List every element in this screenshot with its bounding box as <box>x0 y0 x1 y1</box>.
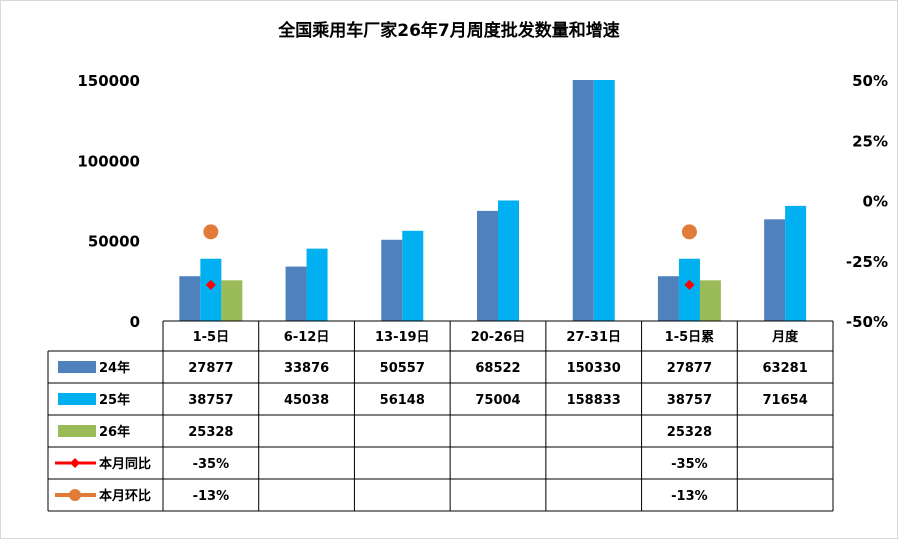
data-label: 25328 <box>188 425 233 440</box>
category-label: 1-5日 <box>193 330 230 345</box>
category-label: 13-19日 <box>375 330 430 345</box>
data-label: 27877 <box>188 361 233 376</box>
bar-25年 <box>402 230 424 321</box>
category-label: 1-5日累 <box>665 329 715 345</box>
data-label: 50557 <box>380 361 425 376</box>
bar-24年 <box>477 210 498 321</box>
data-label: 38757 <box>667 393 712 408</box>
legend-label: 本月同比 <box>99 456 151 472</box>
data-label: 71654 <box>763 393 808 408</box>
data-label: 68522 <box>475 361 520 376</box>
y-right-tick-label: 0% <box>863 193 888 211</box>
category-label: 27-31日 <box>566 330 621 345</box>
y-right-tick-label: 50% <box>852 72 888 90</box>
category-label: 月度 <box>771 329 799 345</box>
bar-25年 <box>593 80 615 321</box>
chart-title: 全国乘用车厂家26年7月周度批发数量和增速 <box>278 21 620 41</box>
data-label: -13% <box>193 489 230 504</box>
data-label: 75004 <box>475 393 520 408</box>
y-right-tick-label: -25% <box>846 253 888 271</box>
data-label: 25328 <box>667 425 712 440</box>
data-label: 27877 <box>667 361 712 376</box>
legend-key-25年 <box>58 393 96 405</box>
y-right-tick-label: -50% <box>846 313 888 331</box>
legend-key-24年 <box>58 361 96 373</box>
bar-24年 <box>179 276 201 321</box>
data-label: 158833 <box>567 393 621 408</box>
plot-area: 0 50000 100000 150000 -50% -25% 0% 25% 50% <box>77 72 888 331</box>
data-label: 45038 <box>284 393 329 408</box>
data-table: 1-5日 6-12日 13-19日 20-26日 27-31日 1-5日累 月度 24年 278… <box>47 321 834 512</box>
bar-24年 <box>764 219 786 321</box>
bar-25年 <box>200 258 222 321</box>
y-left-tick-label: 0 <box>130 313 140 331</box>
legend-label: 本月环比 <box>99 488 151 504</box>
marker-diamond <box>684 279 695 290</box>
marker-circle <box>203 224 219 240</box>
y-left-tick-label: 150000 <box>77 72 140 90</box>
data-label: 63281 <box>763 361 808 376</box>
category-label: 6-12日 <box>284 330 330 345</box>
data-label: 150330 <box>567 361 621 376</box>
bar-26年 <box>699 280 721 321</box>
bar-25年 <box>306 248 328 321</box>
y-left-tick-label: 50000 <box>88 233 140 251</box>
y-right-tick-label: 25% <box>852 132 888 150</box>
bar-25年 <box>498 200 519 321</box>
bar-26年 <box>221 280 243 321</box>
legend-key-26年 <box>58 425 96 437</box>
bar-24年 <box>572 80 594 321</box>
marker-circle <box>681 224 697 240</box>
bar-24年 <box>657 276 679 321</box>
bar-25年 <box>785 205 807 321</box>
data-label: 56148 <box>380 393 425 408</box>
y-left-tick-label: 100000 <box>77 152 140 170</box>
legend-label: 25年 <box>99 392 130 408</box>
legend-label: 24年 <box>99 360 130 376</box>
data-label: -35% <box>671 457 708 472</box>
data-label: -35% <box>193 457 230 472</box>
data-label: -13% <box>671 489 708 504</box>
legend-key-diamond <box>70 458 80 468</box>
data-label: 38757 <box>188 393 233 408</box>
bar-25年 <box>678 258 700 321</box>
legend-label: 26年 <box>99 424 130 440</box>
bar-24年 <box>285 266 307 321</box>
data-label: 33876 <box>284 361 329 376</box>
category-label: 20-26日 <box>471 330 526 345</box>
legend-key-circle <box>69 489 81 501</box>
bar-24年 <box>381 239 403 321</box>
marker-diamond <box>205 279 216 290</box>
